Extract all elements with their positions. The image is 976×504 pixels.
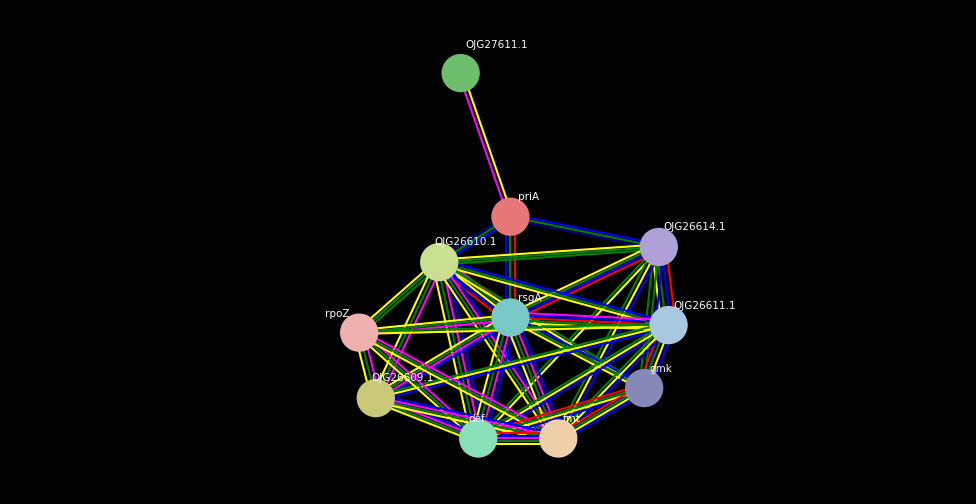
Text: rpoZ: rpoZ — [325, 308, 349, 319]
Ellipse shape — [625, 369, 664, 407]
Ellipse shape — [649, 306, 688, 344]
Text: priA: priA — [518, 192, 540, 202]
Ellipse shape — [491, 298, 530, 337]
Text: rsgA: rsgA — [518, 293, 542, 303]
Text: OJG26614.1: OJG26614.1 — [664, 222, 726, 232]
Ellipse shape — [539, 419, 578, 458]
Ellipse shape — [639, 228, 678, 266]
Text: OJG26609.1: OJG26609.1 — [371, 373, 433, 383]
Ellipse shape — [420, 243, 459, 281]
Ellipse shape — [340, 313, 379, 352]
Text: OJG26611.1: OJG26611.1 — [673, 301, 736, 311]
Text: OJG26610.1: OJG26610.1 — [434, 237, 497, 247]
Text: def: def — [468, 414, 485, 424]
Ellipse shape — [491, 198, 530, 236]
Text: fmt: fmt — [563, 414, 581, 424]
Ellipse shape — [459, 419, 498, 458]
Text: gmk: gmk — [649, 364, 671, 374]
Ellipse shape — [356, 379, 395, 417]
Text: OJG27611.1: OJG27611.1 — [466, 40, 528, 50]
Ellipse shape — [441, 54, 480, 92]
